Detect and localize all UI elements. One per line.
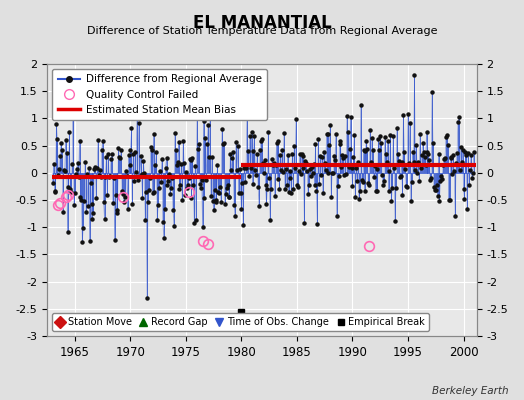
Legend: Station Move, Record Gap, Time of Obs. Change, Empirical Break: Station Move, Record Gap, Time of Obs. C…	[52, 313, 429, 331]
Text: EL MANANTIAL: EL MANANTIAL	[193, 14, 331, 32]
Text: Berkeley Earth: Berkeley Earth	[432, 386, 508, 396]
Text: Difference of Station Temperature Data from Regional Average: Difference of Station Temperature Data f…	[87, 26, 437, 36]
